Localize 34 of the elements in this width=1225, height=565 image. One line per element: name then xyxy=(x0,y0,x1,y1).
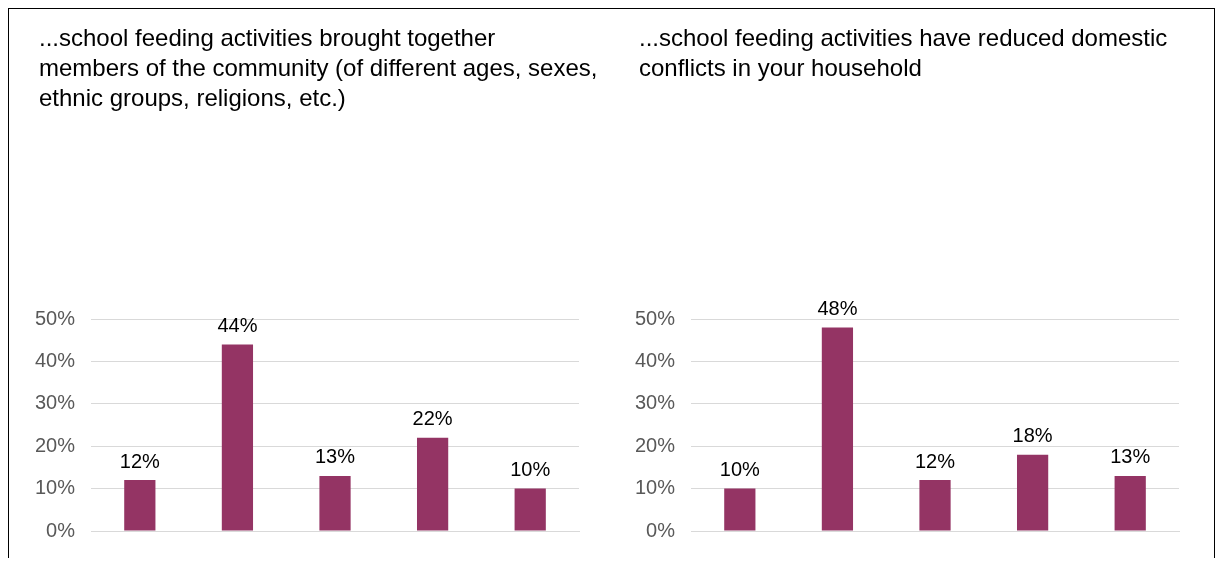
y-tick-label: 20% xyxy=(635,433,676,456)
y-tick-label: 40% xyxy=(35,348,76,371)
data-label: 18% xyxy=(1012,424,1053,447)
chart-title: ...school feeding activities brought together members of the community (of different ages, sexes, ethnic groups, religions, etc.) xyxy=(38,23,599,113)
y-tick-label: 10% xyxy=(635,476,676,499)
bar xyxy=(919,480,951,531)
bar xyxy=(514,488,546,531)
data-label: 44% xyxy=(217,313,258,336)
data-label: 12% xyxy=(119,449,161,472)
y-tick-label: 30% xyxy=(35,391,76,414)
bar xyxy=(1114,475,1146,531)
y-tick-label: 0% xyxy=(646,518,676,541)
y-tick-label: 10% xyxy=(35,476,76,499)
chart-title: ...school feeding activities have reduced domestic conflicts in your household xyxy=(638,23,1169,83)
bar xyxy=(124,480,156,531)
y-tick-label: 30% xyxy=(635,391,676,414)
y-tick-label: 20% xyxy=(35,433,76,456)
bar xyxy=(416,437,449,531)
data-label: 10% xyxy=(719,458,761,481)
data-label: 22% xyxy=(412,407,453,430)
bar xyxy=(221,344,254,531)
y-tick-label: 50% xyxy=(35,306,76,329)
bar xyxy=(1016,454,1049,531)
y-tick-label: 40% xyxy=(635,348,676,371)
data-label: 10% xyxy=(510,458,551,481)
data-label: 48% xyxy=(817,297,858,319)
data-label: 12% xyxy=(915,449,956,472)
bar xyxy=(724,488,756,531)
bar xyxy=(319,475,351,531)
y-tick-label: 50% xyxy=(635,306,676,329)
data-label: 13% xyxy=(315,445,356,468)
data-label: 13% xyxy=(1110,445,1151,468)
y-tick-label: 0% xyxy=(46,518,76,541)
bar xyxy=(821,327,854,531)
